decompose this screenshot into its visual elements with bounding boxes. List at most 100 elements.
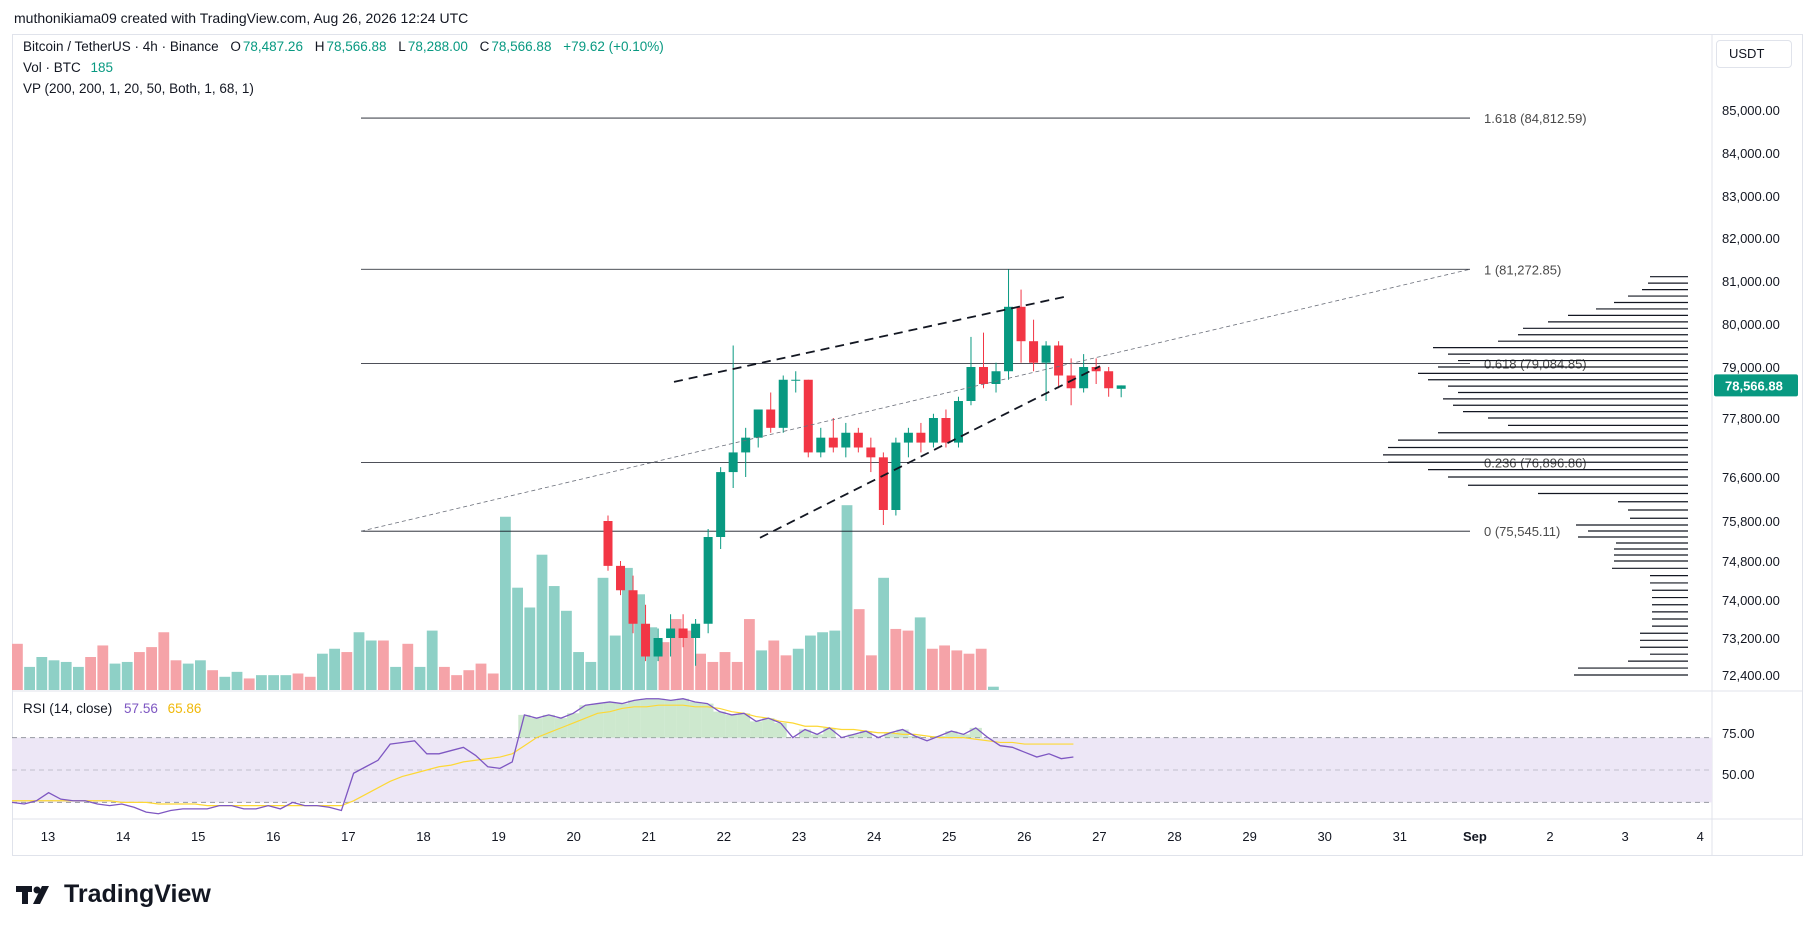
close-value: 78,566.88 <box>491 39 552 54</box>
fib-level-label: 0.618 (79,084.85) <box>1484 356 1587 371</box>
volume-bar <box>170 660 182 690</box>
candle-body <box>1029 341 1039 363</box>
close-label: C <box>479 39 490 54</box>
candle-body <box>941 418 951 443</box>
volume-bar <box>317 653 328 690</box>
candle-body <box>716 472 726 537</box>
candle-body <box>691 623 701 638</box>
candle-body <box>816 437 826 453</box>
volume-bar <box>988 686 999 690</box>
time-tick-label: 16 <box>266 829 280 844</box>
volume-bar <box>243 678 255 690</box>
time-tick-label: 17 <box>341 829 355 844</box>
volume-bar <box>475 663 487 690</box>
vp-legend[interactable]: VP (200, 200, 1, 20, 50, Both, 1, 68, 1) <box>23 81 256 96</box>
tradingview-logo[interactable]: TradingView <box>16 880 211 909</box>
volume-bar <box>451 675 462 690</box>
candle-body <box>979 367 988 384</box>
volume-bar <box>329 648 340 690</box>
candle-body <box>853 432 863 448</box>
fib-level-label: 1 (81,272.85) <box>1484 262 1561 277</box>
volume-bar <box>658 642 670 690</box>
candle-body <box>728 452 738 473</box>
volume-bar <box>939 645 950 690</box>
time-tick-label: 20 <box>566 829 580 844</box>
candle-body <box>628 590 638 624</box>
volume-bar <box>292 673 304 690</box>
candle-body <box>953 401 963 443</box>
currency-button[interactable]: USDT <box>1716 40 1792 68</box>
candle-body <box>966 367 976 401</box>
volume-bar <box>719 652 731 690</box>
candle-body <box>1116 385 1126 389</box>
volume-bar <box>353 632 365 690</box>
time-tick-label: 4 <box>1697 829 1704 844</box>
volume-bar <box>487 673 499 690</box>
volume-bar <box>622 567 633 690</box>
open-value: 78,487.26 <box>242 39 303 54</box>
time-tick-label: 15 <box>191 829 205 844</box>
volume-bar <box>12 643 23 690</box>
candle-body <box>1041 345 1051 363</box>
candle-body <box>828 437 838 448</box>
high-value: 78,566.88 <box>326 39 387 54</box>
candle-body <box>778 379 788 428</box>
rsi-ma-value: 65.86 <box>167 701 202 716</box>
volume-bar <box>414 666 426 690</box>
volume-legend[interactable]: Vol · BTC 185 <box>23 60 121 75</box>
fib-level-label: 0.236 (76,896.86) <box>1484 455 1587 470</box>
volume-bar <box>60 661 72 690</box>
time-tick-label: 18 <box>416 829 430 844</box>
volume-bar <box>146 647 157 690</box>
rsi-tick-label: 75.00 <box>1722 726 1755 741</box>
volume-bar <box>378 640 389 690</box>
volume-bar <box>756 650 767 690</box>
vp-label: VP (200, 200, 1, 20, 50, Both, 1, 68, 1) <box>23 81 254 96</box>
volume-bar <box>207 670 218 690</box>
volume-bar <box>280 675 292 690</box>
time-tick-label: 13 <box>41 829 55 844</box>
volume-bar <box>707 661 719 690</box>
time-tick-label: 21 <box>642 829 656 844</box>
volume-bar <box>561 610 572 690</box>
volume-bar <box>536 554 548 690</box>
volume-bar <box>744 619 755 690</box>
price-tick-label: 77,800.00 <box>1722 411 1780 426</box>
volume-label: Vol · BTC <box>23 60 81 75</box>
low-value: 78,288.00 <box>407 39 468 54</box>
volume-bar <box>195 660 206 690</box>
volume-bar <box>853 609 865 690</box>
candle-body <box>1054 345 1064 376</box>
volume-bar <box>463 670 475 690</box>
candle-body <box>641 623 651 657</box>
trend-ray <box>360 268 1471 532</box>
price-tick-label: 81,000.00 <box>1722 274 1780 289</box>
last-price-label: 78,566.88 <box>1725 378 1783 393</box>
time-tick-label: 26 <box>1017 829 1031 844</box>
volume-bar <box>841 505 853 690</box>
symbol-label[interactable]: Bitcoin / TetherUS · 4h · Binance <box>23 39 219 54</box>
volume-bar <box>975 648 987 690</box>
volume-bar <box>780 655 792 690</box>
price-tick-label: 85,000.00 <box>1722 103 1780 118</box>
candle-body <box>878 457 888 510</box>
fib-level-label: 1.618 (84,812.59) <box>1484 111 1587 126</box>
candle-body <box>1104 371 1114 389</box>
volume-bar <box>573 652 584 690</box>
price-tick-label: 84,000.00 <box>1722 146 1780 161</box>
time-tick-label: 25 <box>942 829 956 844</box>
volume-bar <box>109 663 121 690</box>
rsi-legend[interactable]: RSI (14, close) 57.56 65.86 <box>23 701 201 716</box>
volume-bar <box>548 586 560 690</box>
candle-body <box>653 638 663 657</box>
volume-bar <box>890 628 902 690</box>
time-tick-label: 27 <box>1092 829 1106 844</box>
candle-body <box>866 447 876 458</box>
volume-bar <box>670 619 682 690</box>
rsi-value: 57.56 <box>124 701 158 716</box>
volume-value: 185 <box>90 60 114 75</box>
time-tick-label: Sep <box>1463 829 1487 844</box>
candle-body <box>1091 367 1101 372</box>
volume-bar <box>268 675 279 690</box>
